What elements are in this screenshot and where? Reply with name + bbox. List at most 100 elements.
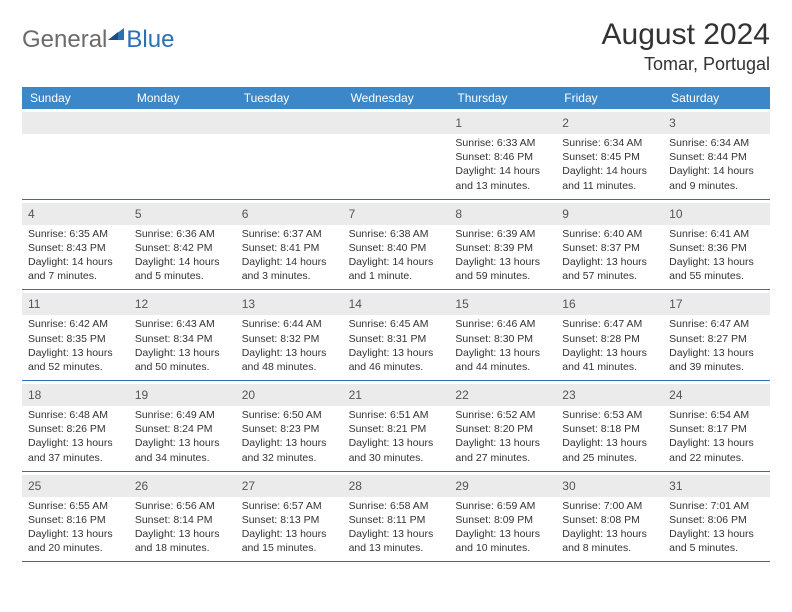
- day-number: 16: [562, 297, 575, 311]
- calendar-cell: 5Sunrise: 6:36 AMSunset: 8:42 PMDaylight…: [129, 200, 236, 290]
- calendar-cell: 24 Sunrise: 6:54 AMSunset: 8:17 PMDayligh…: [663, 381, 770, 471]
- calendar-cell: 15Sunrise: 6:46 AMSunset: 8:30 PMDayligh…: [449, 290, 556, 380]
- day-number: 1: [455, 116, 462, 130]
- calendar-cell: 16 Sunrise: 6:47 AMSunset: 8:28 PMDayligh…: [556, 290, 663, 380]
- day-number-stripe: 25: [22, 475, 129, 497]
- day-info: Sunrise: 6:45 AMSunset: 8:31 PMDaylight:…: [349, 317, 444, 374]
- day-number-stripe: 4: [22, 203, 129, 225]
- calendar-cell: 11Sunrise: 6:42 AMSunset: 8:35 PMDayligh…: [22, 290, 129, 380]
- day-header: Friday: [556, 87, 663, 109]
- logo-text-general: General: [22, 26, 107, 54]
- day-info: Sunrise: 6:56 AMSunset: 8:14 PMDaylight:…: [135, 499, 230, 556]
- calendar-cell: 29Sunrise: 6:59 AMSunset: 8:09 PMDayligh…: [449, 472, 556, 562]
- day-number: 6: [242, 207, 249, 221]
- day-info: Sunrise: 6:38 AMSunset: 8:40 PMDaylight:…: [349, 227, 444, 284]
- day-number: 27: [242, 479, 255, 493]
- calendar-week: 25Sunrise: 6:55 AMSunset: 8:16 PMDayligh…: [22, 472, 770, 563]
- calendar-cell: 3 Sunrise: 6:34 AMSunset: 8:44 PMDaylight…: [663, 109, 770, 199]
- day-info: Sunrise: 6:47 AMSunset: 8:28 PMDaylight:…: [562, 317, 657, 374]
- day-info: Sunrise: 6:34 AMSunset: 8:45 PMDaylight:…: [562, 136, 657, 193]
- calendar-cell: 21Sunrise: 6:51 AMSunset: 8:21 PMDayligh…: [343, 381, 450, 471]
- day-number-stripe: 17: [663, 293, 770, 315]
- day-header: Saturday: [663, 87, 770, 109]
- day-info: Sunrise: 6:37 AMSunset: 8:41 PMDaylight:…: [242, 227, 337, 284]
- day-number-stripe: 27: [236, 475, 343, 497]
- day-number-stripe: 21: [343, 384, 450, 406]
- day-number-stripe: 31: [663, 475, 770, 497]
- day-number-stripe: 29: [449, 475, 556, 497]
- day-number-stripe: 3: [663, 112, 770, 134]
- logo-text-blue: Blue: [126, 26, 174, 54]
- day-info: Sunrise: 6:39 AMSunset: 8:39 PMDaylight:…: [455, 227, 550, 284]
- calendar-cell: 17Sunrise: 6:47 AMSunset: 8:27 PMDayligh…: [663, 290, 770, 380]
- day-number: 15: [455, 297, 468, 311]
- calendar-week: 18 Sunrise: 6:48 AMSunset: 8:26 PMDayligh…: [22, 381, 770, 472]
- day-info: Sunrise: 6:55 AMSunset: 8:16 PMDaylight:…: [28, 499, 123, 556]
- day-number: 22: [455, 388, 468, 402]
- day-number-stripe: 15: [449, 293, 556, 315]
- calendar-week: 11Sunrise: 6:42 AMSunset: 8:35 PMDayligh…: [22, 290, 770, 381]
- day-info: Sunrise: 6:44 AMSunset: 8:32 PMDaylight:…: [242, 317, 337, 374]
- day-number: 19: [135, 388, 148, 402]
- day-number-stripe: 19: [129, 384, 236, 406]
- logo: General Blue: [22, 18, 174, 54]
- day-info: Sunrise: 6:51 AMSunset: 8:21 PMDaylight:…: [349, 408, 444, 465]
- calendar-cell: 10Sunrise: 6:41 AMSunset: 8:36 PMDayligh…: [663, 200, 770, 290]
- calendar-cell: 22 Sunrise: 6:52 AMSunset: 8:20 PMDayligh…: [449, 381, 556, 471]
- calendar-cell: 25Sunrise: 6:55 AMSunset: 8:16 PMDayligh…: [22, 472, 129, 562]
- calendar-cell: 18 Sunrise: 6:48 AMSunset: 8:26 PMDayligh…: [22, 381, 129, 471]
- calendar-cell: 12Sunrise: 6:43 AMSunset: 8:34 PMDayligh…: [129, 290, 236, 380]
- day-number-stripe: 22: [449, 384, 556, 406]
- day-number: 18: [28, 388, 41, 402]
- day-number-stripe: 7: [343, 203, 450, 225]
- calendar-cell: .: [343, 109, 450, 199]
- day-number: 3: [669, 116, 676, 130]
- day-info: Sunrise: 7:01 AMSunset: 8:06 PMDaylight:…: [669, 499, 764, 556]
- day-info: Sunrise: 6:47 AMSunset: 8:27 PMDaylight:…: [669, 317, 764, 374]
- calendar-cell: 26 Sunrise: 6:56 AMSunset: 8:14 PMDayligh…: [129, 472, 236, 562]
- day-info: Sunrise: 6:43 AMSunset: 8:34 PMDaylight:…: [135, 317, 230, 374]
- day-number: 20: [242, 388, 255, 402]
- day-info: Sunrise: 6:50 AMSunset: 8:23 PMDaylight:…: [242, 408, 337, 465]
- day-number: 4: [28, 207, 35, 221]
- calendar-cell: 31Sunrise: 7:01 AMSunset: 8:06 PMDayligh…: [663, 472, 770, 562]
- header: General Blue August 2024 Tomar, Portugal: [22, 18, 770, 75]
- day-number: 11: [28, 297, 40, 311]
- calendar-cell: 14Sunrise: 6:45 AMSunset: 8:31 PMDayligh…: [343, 290, 450, 380]
- day-number: 13: [242, 297, 255, 311]
- month-title: August 2024: [602, 18, 770, 52]
- calendar-cell: 7Sunrise: 6:38 AMSunset: 8:40 PMDaylight…: [343, 200, 450, 290]
- day-number-stripe: 11: [22, 293, 129, 315]
- day-number: 26: [135, 479, 148, 493]
- calendar-cell: 13 Sunrise: 6:44 AMSunset: 8:32 PMDayligh…: [236, 290, 343, 380]
- day-header: Monday: [129, 87, 236, 109]
- day-info: Sunrise: 6:54 AMSunset: 8:17 PMDaylight:…: [669, 408, 764, 465]
- day-number-stripe: 16: [556, 293, 663, 315]
- day-header: Thursday: [449, 87, 556, 109]
- day-info: Sunrise: 6:40 AMSunset: 8:37 PMDaylight:…: [562, 227, 657, 284]
- day-number-stripe: 2: [556, 112, 663, 134]
- day-number: 24: [669, 388, 682, 402]
- calendar-cell: 6 Sunrise: 6:37 AMSunset: 8:41 PMDaylight…: [236, 200, 343, 290]
- day-number-stripe: 8: [449, 203, 556, 225]
- calendar-cell: .: [236, 109, 343, 199]
- day-number-stripe: .: [22, 112, 129, 134]
- day-info: Sunrise: 6:49 AMSunset: 8:24 PMDaylight:…: [135, 408, 230, 465]
- day-number: 10: [669, 207, 682, 221]
- day-number: 23: [562, 388, 575, 402]
- calendar-cell: 23Sunrise: 6:53 AMSunset: 8:18 PMDayligh…: [556, 381, 663, 471]
- day-number-stripe: 6: [236, 203, 343, 225]
- day-header: Tuesday: [236, 87, 343, 109]
- day-number-stripe: 1: [449, 112, 556, 134]
- day-info: Sunrise: 6:34 AMSunset: 8:44 PMDaylight:…: [669, 136, 764, 193]
- day-number-stripe: .: [129, 112, 236, 134]
- day-info: Sunrise: 6:52 AMSunset: 8:20 PMDaylight:…: [455, 408, 550, 465]
- day-info: Sunrise: 6:48 AMSunset: 8:26 PMDaylight:…: [28, 408, 123, 465]
- day-number-stripe: 14: [343, 293, 450, 315]
- day-number-stripe: 23: [556, 384, 663, 406]
- day-number-stripe: 20: [236, 384, 343, 406]
- day-number: 8: [455, 207, 462, 221]
- calendar-week: ....1Sunrise: 6:33 AMSunset: 8:46 PMDayl…: [22, 109, 770, 200]
- calendar-cell: .: [22, 109, 129, 199]
- calendar-cell: 4Sunrise: 6:35 AMSunset: 8:43 PMDaylight…: [22, 200, 129, 290]
